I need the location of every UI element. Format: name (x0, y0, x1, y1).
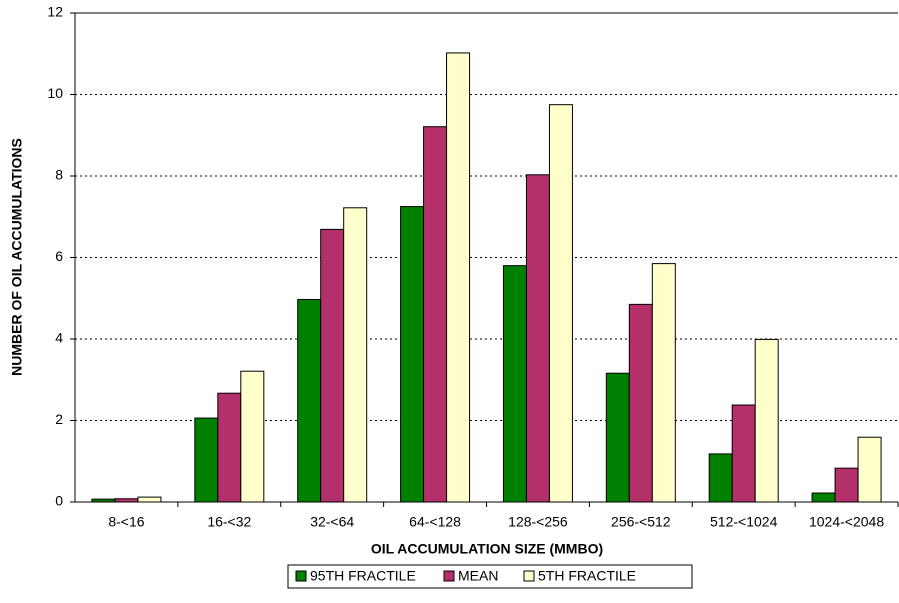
legend-label: MEAN (458, 568, 498, 584)
bar (731, 404, 756, 503)
legend-label: 95TH FRACTILE (310, 568, 416, 584)
bar (297, 298, 322, 503)
y-tick-label: 0 (55, 493, 63, 509)
x-tick-label: 1024-<2048 (809, 514, 884, 530)
x-tick-label: 64-<128 (409, 514, 461, 530)
x-axis-title: OIL ACCUMULATION SIZE (MMBO) (371, 541, 603, 557)
y-tick-label: 2 (55, 411, 63, 427)
bar (548, 104, 573, 503)
bar (137, 496, 162, 503)
x-tick-label: 256-<512 (611, 514, 671, 530)
bar (754, 338, 779, 503)
x-tick-label: 512-<1024 (710, 514, 778, 530)
bar (343, 207, 368, 503)
legend-swatch (443, 570, 455, 582)
x-tick-label: 32-<64 (310, 514, 354, 530)
y-tick-label: 10 (47, 85, 63, 101)
x-tick-label: 8-<16 (108, 514, 144, 530)
bar (628, 303, 653, 503)
bar (446, 52, 471, 503)
y-tick-label: 12 (47, 4, 63, 20)
y-tick-label: 8 (55, 167, 63, 183)
bar (423, 126, 448, 503)
bar (857, 436, 882, 503)
x-tick-label: 16-<32 (207, 514, 251, 530)
bar (525, 174, 550, 503)
y-tick-label: 4 (55, 330, 63, 346)
legend-box (287, 564, 693, 589)
bar (708, 453, 733, 503)
legend-label: 5TH FRACTILE (538, 568, 636, 584)
bar (240, 370, 265, 503)
bar (114, 498, 139, 503)
bar (605, 372, 630, 503)
legend-swatch (523, 570, 535, 582)
bar (194, 417, 219, 503)
y-axis-title: NUMBER OF OIL ACCUMULATIONS (9, 138, 25, 376)
bar (400, 206, 425, 503)
bar (91, 498, 116, 503)
bar (320, 228, 345, 503)
bar (217, 392, 242, 503)
legend-swatch (295, 570, 307, 582)
bar (834, 467, 859, 503)
bar (502, 265, 527, 503)
bar (651, 263, 676, 503)
x-tick-label: 128-<256 (508, 514, 568, 530)
y-tick-label: 6 (55, 248, 63, 264)
bar (811, 492, 836, 503)
